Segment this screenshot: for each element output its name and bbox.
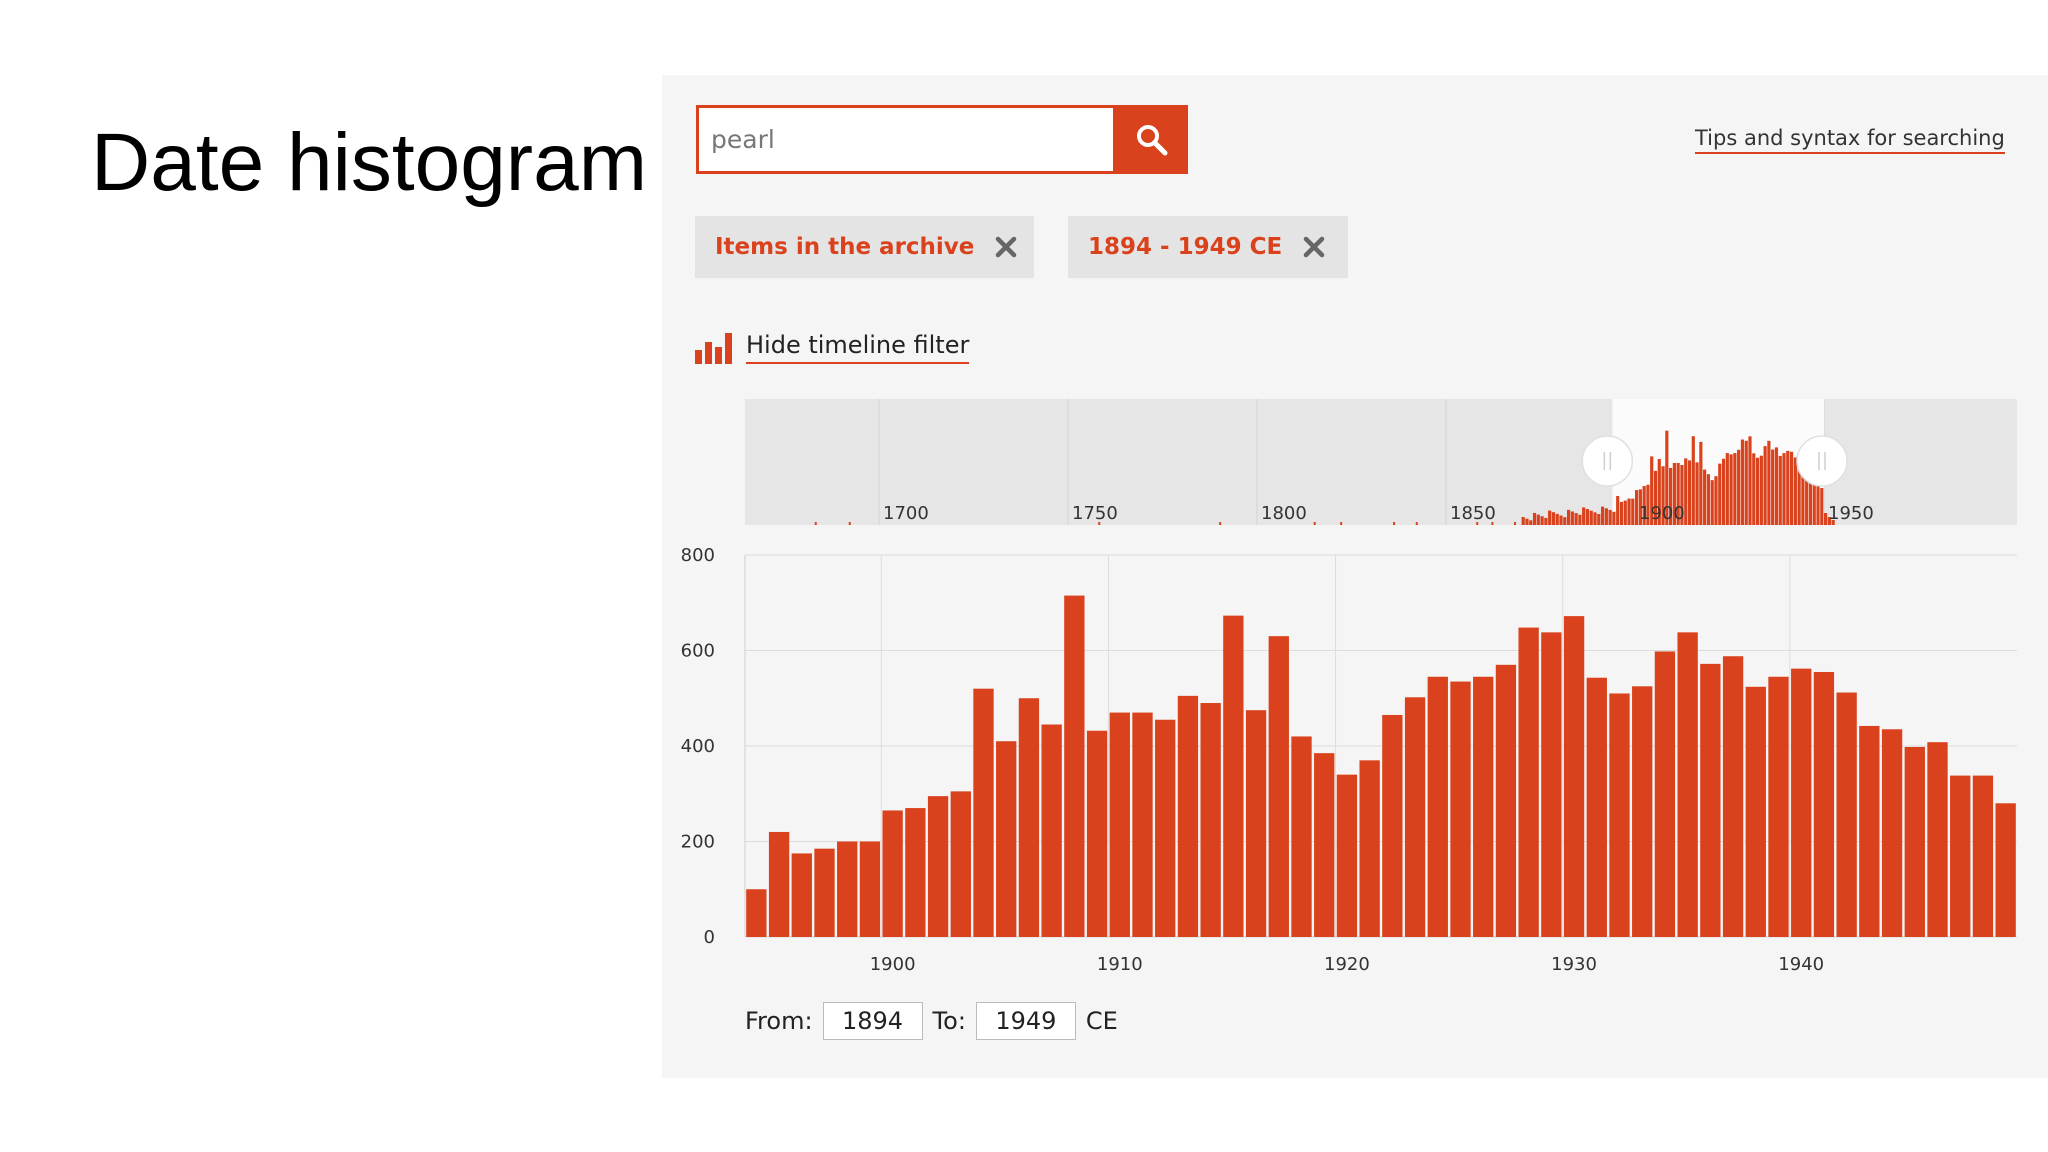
histogram-bar[interactable] xyxy=(1927,742,1948,937)
range-handle-start[interactable] xyxy=(1581,435,1634,487)
overview-tick-label: 1700 xyxy=(883,503,929,524)
histogram-bar[interactable] xyxy=(1813,671,1835,937)
overview-tick-label: 1800 xyxy=(1261,503,1307,524)
histogram-bar[interactable] xyxy=(1018,698,1040,937)
histogram-bar[interactable] xyxy=(905,808,926,937)
bar-chart-icon xyxy=(695,333,732,364)
y-tick-label: 400 xyxy=(681,736,715,757)
histogram-bar[interactable] xyxy=(1450,681,1471,937)
close-icon[interactable] xyxy=(994,235,1018,259)
x-tick-label: 1910 xyxy=(1097,954,1143,975)
histogram-bar[interactable] xyxy=(1632,686,1653,937)
histogram-bar[interactable] xyxy=(1518,627,1539,937)
histogram-bar[interactable] xyxy=(996,741,1017,937)
close-icon[interactable] xyxy=(1302,235,1326,259)
to-label: To: xyxy=(932,1007,966,1035)
histogram-bar[interactable] xyxy=(1563,616,1585,937)
histogram-bar[interactable] xyxy=(1336,774,1358,937)
histogram-bar[interactable] xyxy=(1495,664,1517,937)
search-icon xyxy=(1137,124,1168,155)
to-year-input[interactable] xyxy=(975,1002,1076,1040)
histogram-bar[interactable] xyxy=(1995,803,2016,937)
histogram-bar[interactable] xyxy=(859,841,881,938)
histogram-bar[interactable] xyxy=(1700,663,1721,937)
histogram-bar[interactable] xyxy=(1223,615,1244,937)
histogram-bar[interactable] xyxy=(1064,595,1085,937)
histogram-bar[interactable] xyxy=(1881,729,1903,937)
histogram-bar[interactable] xyxy=(1155,719,1176,937)
y-tick-label: 0 xyxy=(704,927,715,948)
histogram-bar[interactable] xyxy=(1609,693,1630,937)
histogram-bar[interactable] xyxy=(1359,760,1380,937)
histogram-bar[interactable] xyxy=(1177,695,1199,937)
filter-chip-label: Items in the archive xyxy=(715,234,975,260)
histogram-bar[interactable] xyxy=(927,796,949,937)
histogram-bar[interactable] xyxy=(1745,686,1766,937)
histogram-bar[interactable] xyxy=(1473,676,1494,937)
hide-timeline-label: Hide timeline filter xyxy=(746,331,970,364)
y-tick-label: 200 xyxy=(681,832,715,853)
x-tick-label: 1900 xyxy=(870,954,916,975)
timeline-overview[interactable]: 1700 1750 1800 1850 1900 1950 xyxy=(745,399,2017,525)
histogram-bar[interactable] xyxy=(1677,632,1698,937)
histogram-bar[interactable] xyxy=(1541,632,1562,937)
unit-label: CE xyxy=(1085,1007,1118,1035)
search-input-value: pearl xyxy=(711,125,775,154)
histogram-bar[interactable] xyxy=(1722,656,1744,937)
histogram-bar[interactable] xyxy=(882,810,903,937)
hide-timeline-toggle[interactable]: Hide timeline filter xyxy=(694,330,970,364)
histogram-bar[interactable] xyxy=(1086,730,1108,937)
histogram-bar[interactable] xyxy=(1904,746,1925,937)
filter-chip-label: 1894 - 1949 CE xyxy=(1088,234,1283,260)
histogram-bar[interactable] xyxy=(1314,753,1335,937)
histogram-bar[interactable] xyxy=(1245,710,1267,937)
overview-tick-label: 1750 xyxy=(1072,503,1118,524)
histogram-bar[interactable] xyxy=(1404,697,1426,937)
histogram-bar[interactable] xyxy=(950,791,971,937)
histogram-bar[interactable] xyxy=(1859,725,1880,937)
from-label: From: xyxy=(745,1007,813,1035)
date-histogram: 0 200 400 600 800 1900 1910 1920 1930 1940 xyxy=(681,545,2017,975)
histogram-bar[interactable] xyxy=(1654,651,1676,937)
filter-chip-archive: Items in the archive xyxy=(695,216,1034,278)
histogram-bar[interactable] xyxy=(1132,712,1153,937)
histogram-bar[interactable] xyxy=(814,848,835,937)
overview-tick-label: 1900 xyxy=(1639,503,1685,524)
search-input[interactable]: pearl xyxy=(696,105,1116,174)
x-tick-label: 1930 xyxy=(1551,954,1597,975)
histogram-bar[interactable] xyxy=(1791,668,1812,937)
histogram-bar[interactable] xyxy=(1836,692,1857,937)
date-range-inputs: From: To: CE xyxy=(745,1002,1118,1040)
histogram-bar[interactable] xyxy=(1382,714,1403,937)
from-year-input[interactable] xyxy=(822,1002,923,1040)
histogram-bar[interactable] xyxy=(1586,677,1607,937)
y-tick-label: 600 xyxy=(681,641,715,662)
histogram-bar[interactable] xyxy=(1768,676,1789,937)
search-button[interactable] xyxy=(1116,105,1188,174)
histogram-bar[interactable] xyxy=(1950,775,1971,937)
x-tick-label: 1920 xyxy=(1324,954,1370,975)
histogram-bar[interactable] xyxy=(1041,724,1062,937)
tips-link[interactable]: Tips and syntax for searching xyxy=(1695,126,2005,154)
histogram-bar[interactable] xyxy=(768,831,790,937)
overview-tick-label: 1850 xyxy=(1450,503,1496,524)
histogram-bar[interactable] xyxy=(1972,775,1994,937)
histogram-bar[interactable] xyxy=(1268,636,1289,937)
histogram-bar[interactable] xyxy=(1200,703,1221,937)
filter-chip-daterange: 1894 - 1949 CE xyxy=(1068,216,1348,278)
histogram-bar[interactable] xyxy=(1109,712,1130,937)
histogram-bar[interactable] xyxy=(1427,676,1448,937)
histogram-bar[interactable] xyxy=(973,688,994,937)
range-handle-end[interactable] xyxy=(1796,435,1848,487)
histogram-bar[interactable] xyxy=(746,889,767,937)
y-tick-label: 800 xyxy=(681,545,715,566)
overview-tick-label: 1950 xyxy=(1828,503,1874,524)
slide-title: Date histogram xyxy=(91,117,648,208)
histogram-bar[interactable] xyxy=(837,841,858,938)
x-tick-label: 1940 xyxy=(1778,954,1824,975)
histogram-bar[interactable] xyxy=(791,853,812,937)
histogram-bar[interactable] xyxy=(1291,736,1312,937)
